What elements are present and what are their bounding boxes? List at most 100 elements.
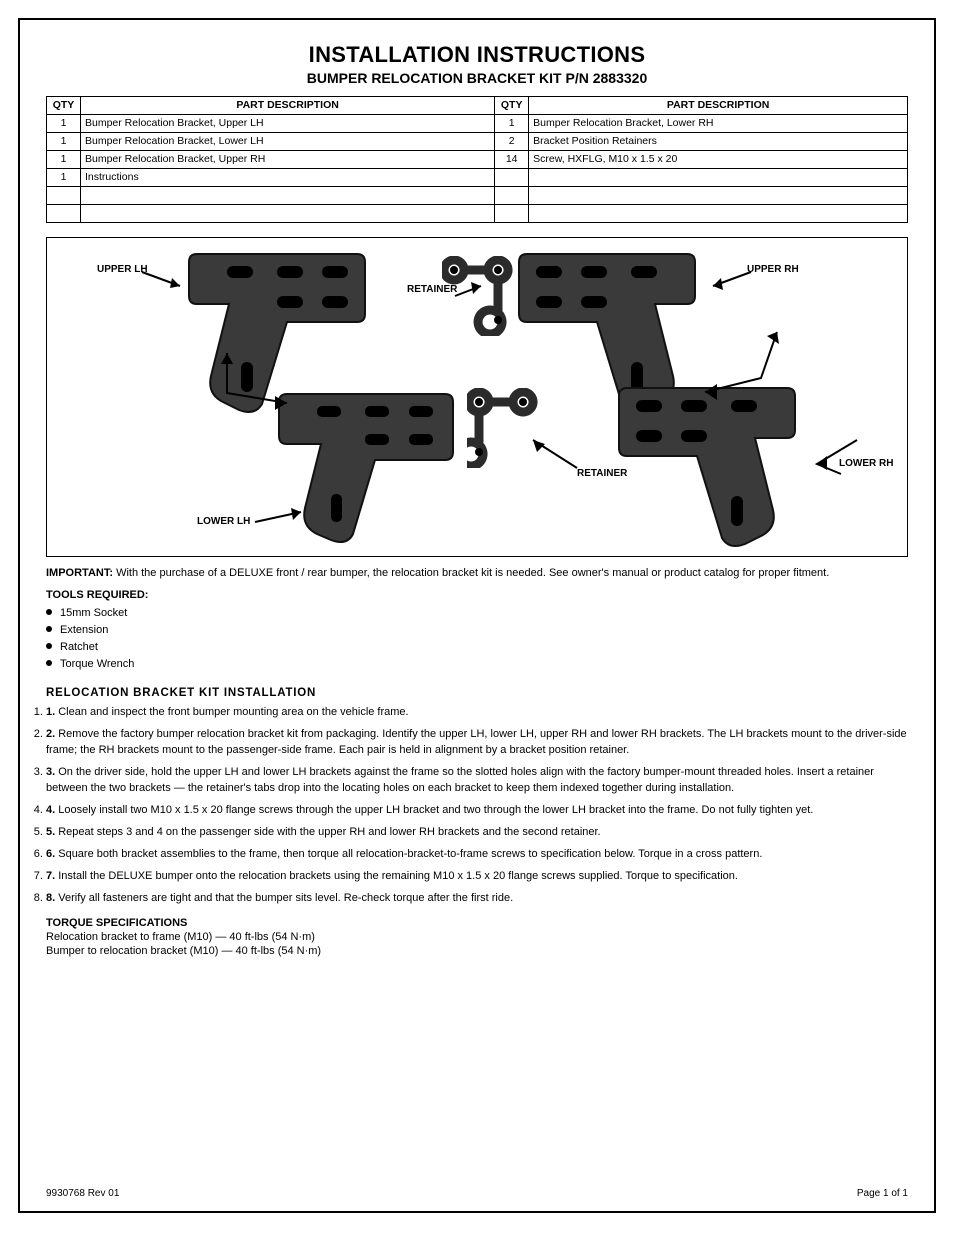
document-subtitle: BUMPER RELOCATION BRACKET KIT P/N 288332… <box>46 70 908 86</box>
parts-list-table: QTY PART DESCRIPTION QTY PART DESCRIPTIO… <box>46 96 908 223</box>
table-row: 1Bumper Relocation Bracket, Upper RH14Sc… <box>47 151 908 169</box>
table-row <box>47 205 908 223</box>
cell-qty: 1 <box>47 133 81 151</box>
step-number: 5. <box>46 826 58 838</box>
step-text: Clean and inspect the front bumper mount… <box>58 706 408 718</box>
install-section-title: RELOCATION BRACKET KIT INSTALLATION <box>46 687 908 699</box>
cell-qty: 1 <box>47 151 81 169</box>
label-upper-lh: UPPER LH <box>97 264 148 275</box>
col-desc-1: PART DESCRIPTION <box>81 97 495 115</box>
cell-qty <box>495 187 529 205</box>
step-text: Loosely install two M10 x 1.5 x 20 flang… <box>58 804 813 816</box>
col-desc-2: PART DESCRIPTION <box>529 97 908 115</box>
install-step: 1. Clean and inspect the front bumper mo… <box>46 705 908 721</box>
cell-desc: Bumper Relocation Bracket, Upper LH <box>81 115 495 133</box>
important-note-lead: IMPORTANT: <box>46 567 113 579</box>
step-text: Install the DELUXE bumper onto the reloc… <box>58 870 738 882</box>
cell-desc <box>81 205 495 223</box>
install-step: 8. Verify all fasteners are tight and th… <box>46 891 908 907</box>
bullet-icon <box>46 643 52 649</box>
install-step: 5. Repeat steps 3 and 4 on the passenger… <box>46 825 908 841</box>
arrow-lh-pair-icon <box>217 348 297 418</box>
step-text: Repeat steps 3 and 4 on the passenger si… <box>58 826 600 838</box>
page-footer: 9930768 Rev 01 Page 1 of 1 <box>46 1188 908 1199</box>
torque-line-1: Relocation bracket to frame (M10) — 40 f… <box>46 931 908 943</box>
parts-table-body: 1Bumper Relocation Bracket, Upper LH1Bum… <box>47 115 908 223</box>
col-qty-2: QTY <box>495 97 529 115</box>
install-step: 7. Install the DELUXE bumper onto the re… <box>46 869 908 885</box>
arrow-upper-lh-icon <box>142 268 192 292</box>
cell-desc: Bumper Relocation Bracket, Lower LH <box>81 133 495 151</box>
tools-heading: TOOLS REQUIRED: <box>46 589 908 601</box>
document-header: INSTALLATION INSTRUCTIONS BUMPER RELOCAT… <box>46 42 908 86</box>
cell-desc <box>529 169 908 187</box>
page-frame: INSTALLATION INSTRUCTIONS BUMPER RELOCAT… <box>18 18 936 1213</box>
step-number: 6. <box>46 848 58 860</box>
step-number: 8. <box>46 892 58 904</box>
step-number: 3. <box>46 766 58 778</box>
document-title: INSTALLATION INSTRUCTIONS <box>46 42 908 68</box>
tools-item-label: Extension <box>60 624 108 636</box>
cell-desc <box>529 187 908 205</box>
tools-item: Torque Wrench <box>46 656 908 673</box>
cell-desc: Bracket Position Retainers <box>529 133 908 151</box>
cell-qty <box>495 169 529 187</box>
cell-qty: 1 <box>47 115 81 133</box>
torque-specs: TORQUE SPECIFICATIONS Relocation bracket… <box>46 917 908 957</box>
step-text: Remove the factory bumper relocation bra… <box>46 728 907 756</box>
step-number: 1. <box>46 706 58 718</box>
step-text: On the driver side, hold the upper LH an… <box>46 766 874 794</box>
important-note-text: With the purchase of a DELUXE front / re… <box>113 567 829 579</box>
install-steps: 1. Clean and inspect the front bumper mo… <box>46 705 908 906</box>
install-step: 3. On the driver side, hold the upper LH… <box>46 765 908 797</box>
table-header-row: QTY PART DESCRIPTION QTY PART DESCRIPTIO… <box>47 97 908 115</box>
tools-item: Ratchet <box>46 639 908 656</box>
label-retainer-top: RETAINER <box>407 284 457 295</box>
footer-doc-number: 9930768 Rev 01 <box>46 1188 119 1199</box>
tools-item-label: 15mm Socket <box>60 607 127 619</box>
arrow-retainer-top-icon <box>455 282 491 302</box>
footer-page-number: Page 1 of 1 <box>857 1188 908 1199</box>
cell-qty: 1 <box>47 169 81 187</box>
step-text: Square both bracket assemblies to the fr… <box>58 848 762 860</box>
arrow-lower-lh-icon <box>255 508 315 532</box>
cell-desc <box>81 187 495 205</box>
torque-heading: TORQUE SPECIFICATIONS <box>46 917 908 929</box>
arrow-upper-rh-icon <box>707 268 757 292</box>
bullet-icon <box>46 660 52 666</box>
cell-qty <box>47 187 81 205</box>
cell-qty: 14 <box>495 151 529 169</box>
cell-qty <box>47 205 81 223</box>
tools-item: Extension <box>46 622 908 639</box>
cell-qty: 2 <box>495 133 529 151</box>
tools-item-label: Torque Wrench <box>60 658 134 670</box>
install-step: 2. Remove the factory bumper relocation … <box>46 727 908 759</box>
arrow-retainer-bottom-icon <box>527 438 587 474</box>
bullet-icon <box>46 609 52 615</box>
arrow-rh-pair-icon <box>697 328 797 408</box>
bracket-illustration: UPPER LH LOWER LH <box>46 237 908 557</box>
table-row: 1Instructions <box>47 169 908 187</box>
step-number: 2. <box>46 728 58 740</box>
step-text: Verify all fasteners are tight and that … <box>58 892 513 904</box>
cell-desc: Bumper Relocation Bracket, Lower RH <box>529 115 908 133</box>
table-row: 1Bumper Relocation Bracket, Lower LH2Bra… <box>47 133 908 151</box>
bullet-icon <box>46 626 52 632</box>
step-number: 7. <box>46 870 58 882</box>
step-number: 4. <box>46 804 58 816</box>
table-row: 1Bumper Relocation Bracket, Upper LH1Bum… <box>47 115 908 133</box>
torque-line-2: Bumper to relocation bracket (M10) — 40 … <box>46 945 908 957</box>
arrow-lower-rh-icon <box>807 438 867 478</box>
tools-item: 15mm Socket <box>46 605 908 622</box>
cell-desc: Instructions <box>81 169 495 187</box>
cell-desc: Screw, HXFLG, M10 x 1.5 x 20 <box>529 151 908 169</box>
table-row <box>47 187 908 205</box>
install-step: 4. Loosely install two M10 x 1.5 x 20 fl… <box>46 803 908 819</box>
tools-list: 15mm Socket Extension Ratchet Torque Wrench <box>46 605 908 673</box>
cell-desc <box>529 205 908 223</box>
col-qty-1: QTY <box>47 97 81 115</box>
tools-item-label: Ratchet <box>60 641 98 653</box>
cell-qty: 1 <box>495 115 529 133</box>
install-step: 6. Square both bracket assemblies to the… <box>46 847 908 863</box>
important-note: IMPORTANT: With the purchase of a DELUXE… <box>46 567 908 579</box>
